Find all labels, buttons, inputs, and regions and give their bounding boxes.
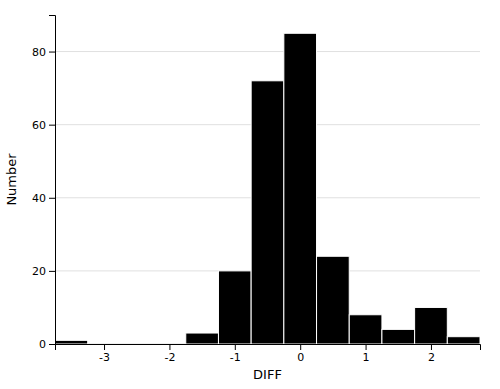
bar bbox=[55, 340, 88, 344]
tick-mark bbox=[431, 344, 432, 350]
tick-label: -1 bbox=[230, 351, 241, 364]
tick: 0 bbox=[39, 338, 55, 351]
tick-mark bbox=[49, 271, 55, 272]
grid bbox=[55, 52, 480, 344]
bar bbox=[186, 333, 219, 344]
tick: -1 bbox=[230, 344, 241, 364]
tick-mark bbox=[49, 125, 55, 126]
tick-label: 60 bbox=[32, 119, 46, 132]
tick: 0 bbox=[297, 344, 304, 364]
plot: -3-2-1012020406080 bbox=[32, 16, 481, 364]
tick-mark bbox=[104, 344, 105, 350]
tick-label: 80 bbox=[32, 46, 46, 59]
tick-mark bbox=[49, 198, 55, 199]
tick: 2 bbox=[428, 344, 435, 364]
chart: -3-2-1012020406080DIFFNumber bbox=[0, 0, 500, 389]
bar bbox=[415, 307, 448, 344]
tick: 80 bbox=[32, 46, 55, 59]
grid-line bbox=[55, 51, 480, 52]
tick-label: -3 bbox=[99, 351, 110, 364]
bars bbox=[55, 33, 480, 344]
tick: 20 bbox=[32, 265, 55, 278]
bar bbox=[88, 344, 121, 345]
bar bbox=[153, 344, 186, 345]
x-axis: -3 -2 -1 0 1 2 bbox=[56, 344, 481, 364]
axis-line bbox=[49, 16, 56, 345]
tick-label: 2 bbox=[428, 351, 435, 364]
y-axis: 0 20 40 60 80 bbox=[32, 16, 56, 352]
tick-label: 0 bbox=[39, 338, 46, 351]
tick: 40 bbox=[32, 192, 55, 205]
bar bbox=[382, 329, 415, 344]
bar bbox=[251, 81, 284, 344]
tick-mark bbox=[49, 344, 55, 345]
tick-mark bbox=[300, 344, 301, 350]
y-axis-title: Number bbox=[4, 153, 19, 206]
tick-label: 0 bbox=[297, 351, 304, 364]
x-axis-title: DIFF bbox=[253, 367, 282, 382]
bar bbox=[218, 271, 251, 344]
bar bbox=[120, 344, 153, 345]
bar bbox=[349, 315, 382, 344]
tick-label: 1 bbox=[363, 351, 370, 364]
tick-label: -2 bbox=[164, 351, 175, 364]
tick-mark bbox=[235, 344, 236, 350]
bar bbox=[284, 33, 317, 344]
tick-label: 40 bbox=[32, 192, 46, 205]
tick: 60 bbox=[32, 119, 55, 132]
bar bbox=[317, 256, 350, 344]
tick: -2 bbox=[164, 344, 175, 364]
tick-mark bbox=[49, 52, 55, 53]
tick-label: 20 bbox=[32, 265, 46, 278]
bar bbox=[447, 337, 480, 344]
tick: 1 bbox=[363, 344, 370, 364]
tick-mark bbox=[169, 344, 170, 350]
axis-line bbox=[56, 345, 481, 351]
tick: -3 bbox=[99, 344, 110, 364]
tick-mark bbox=[366, 344, 367, 350]
